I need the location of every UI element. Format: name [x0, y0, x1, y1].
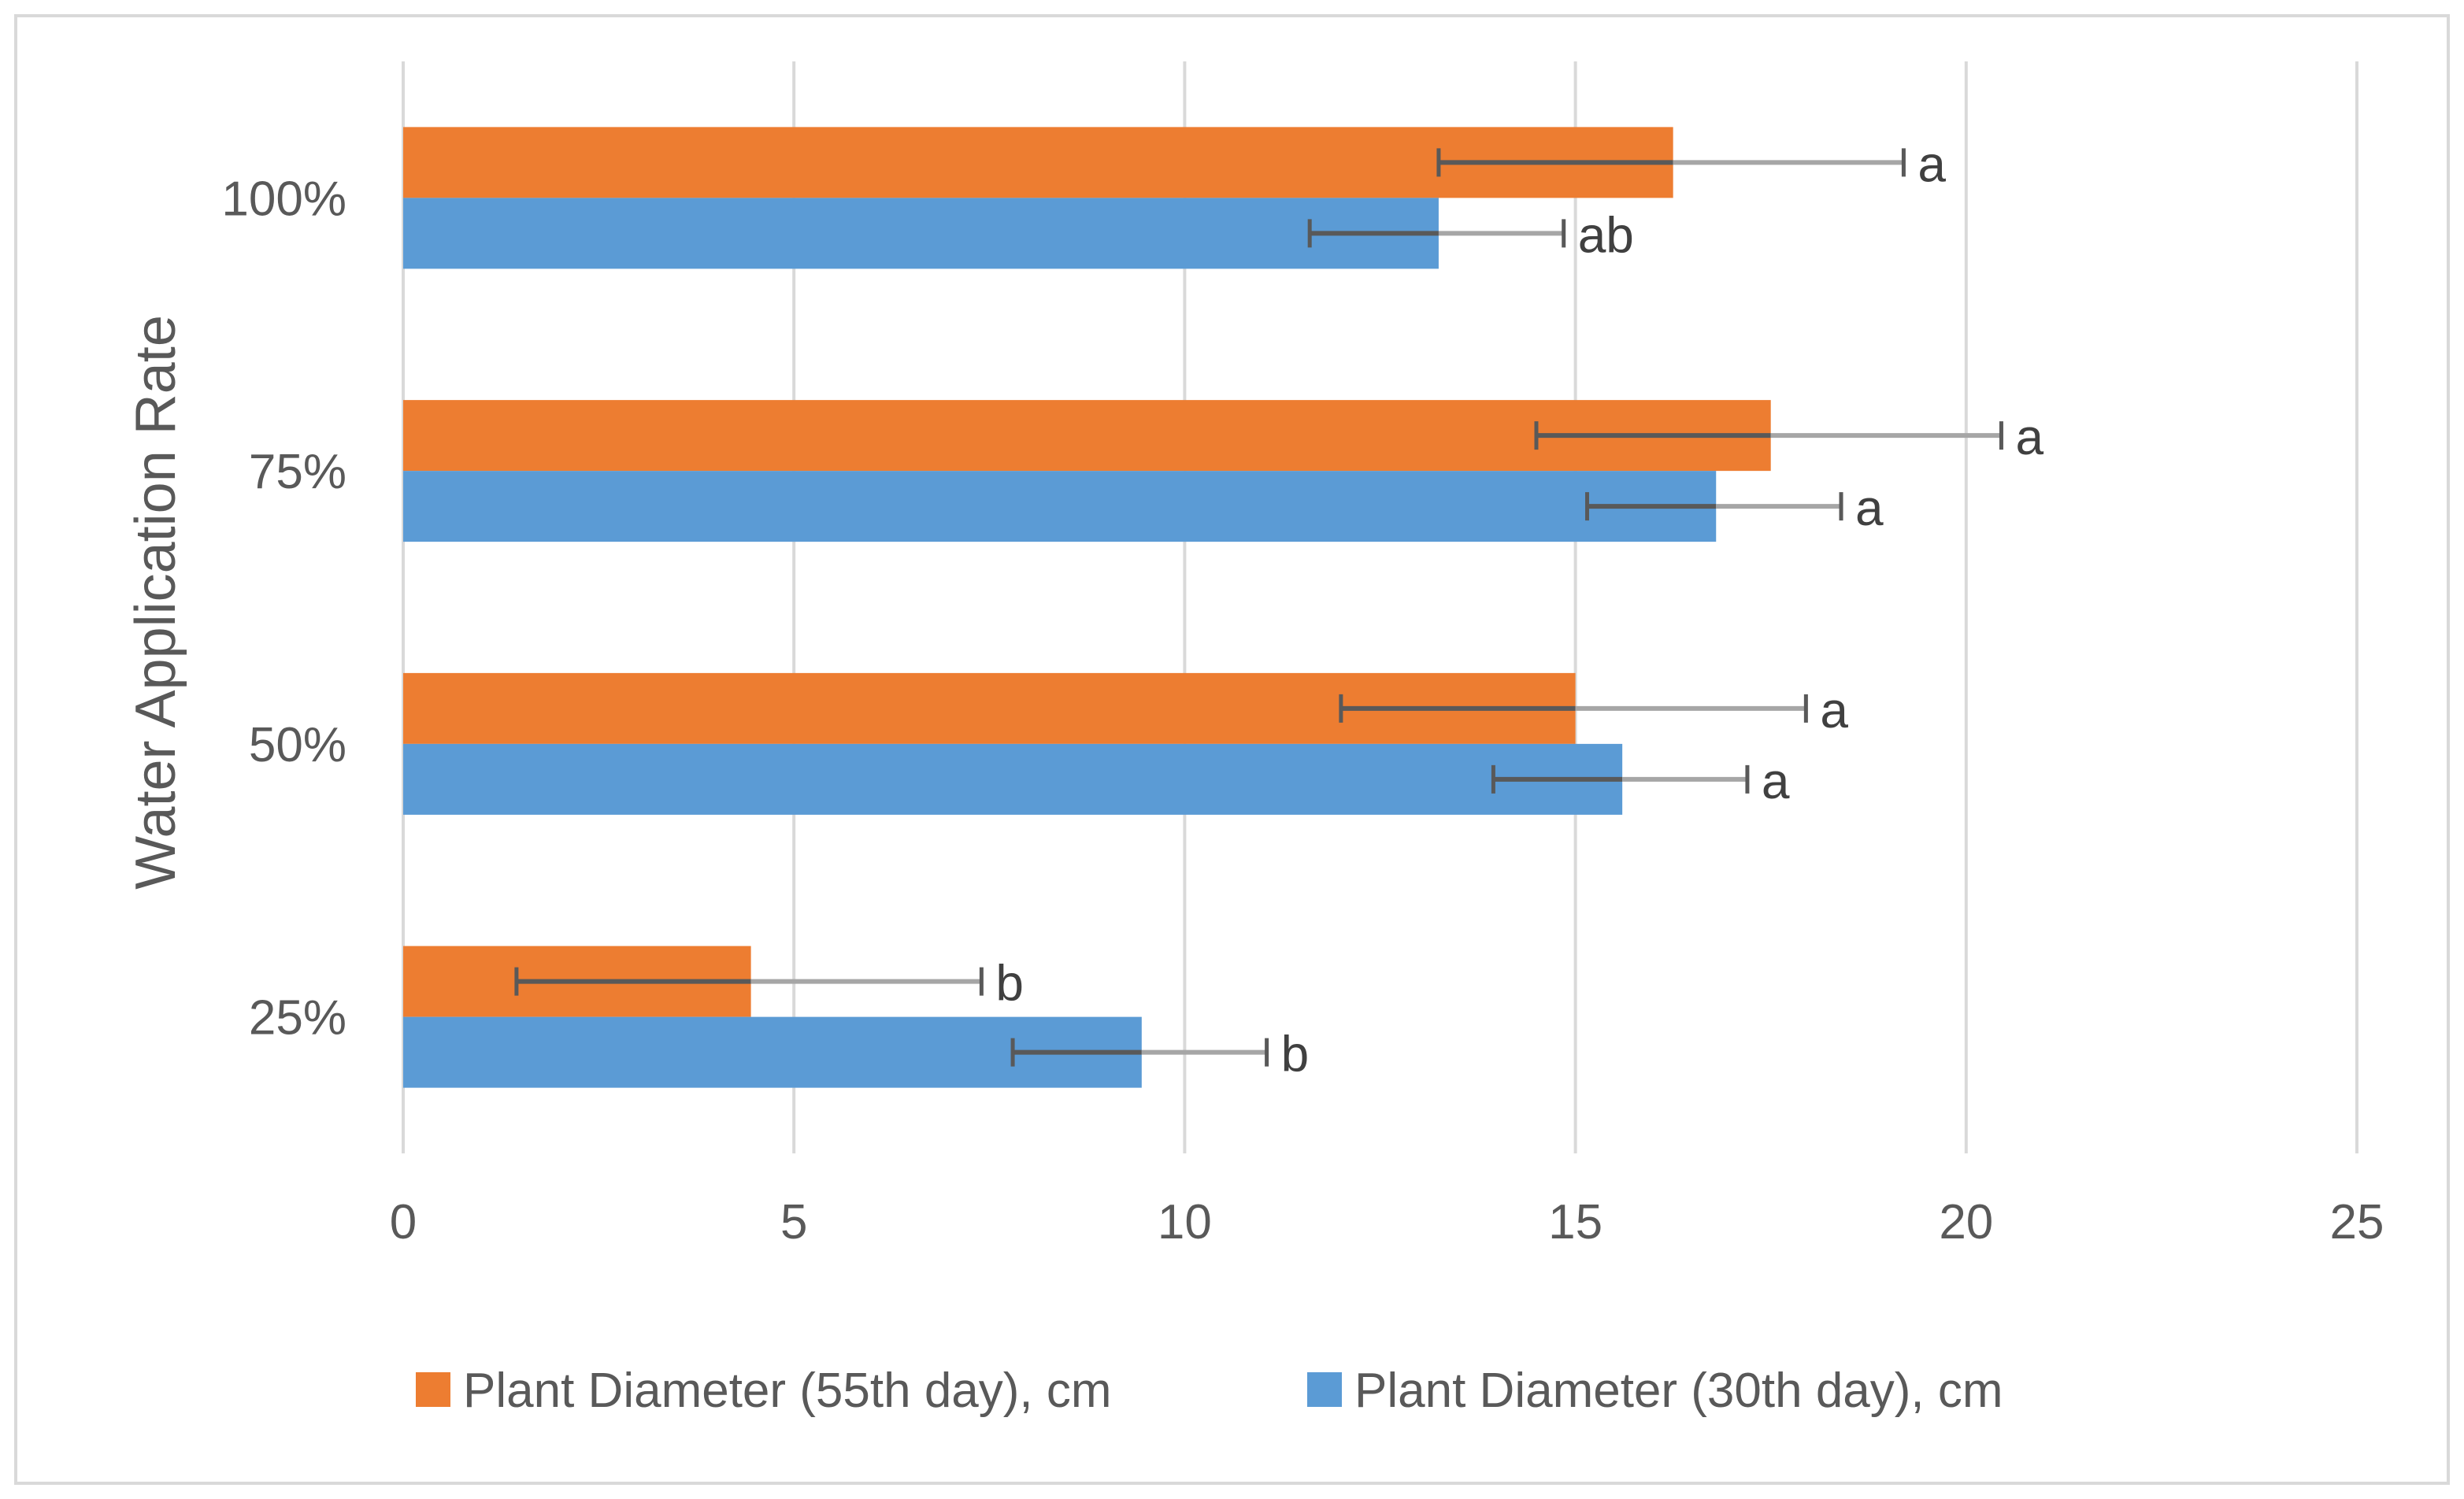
x-tick-label-5: 5: [780, 1195, 807, 1249]
bar-series2-50pct: [403, 743, 1623, 815]
y-category-label-25pct: 25%: [249, 991, 346, 1046]
error-bars: [514, 148, 2003, 1067]
y-category-label-75pct: 75%: [249, 445, 346, 499]
y-axis-category-labels: 25% 50% 75% 100%: [221, 172, 346, 1045]
legend-label: Plant Diameter (55th day), cm: [463, 1364, 1112, 1418]
error-bar-series1-75pct: [1534, 421, 2003, 450]
legend: Plant Diameter (55th day), cm Plant Diame…: [416, 1364, 2003, 1418]
y-category-label-100pct: 100%: [221, 172, 346, 226]
y-axis-title: Water Application Rate: [124, 315, 187, 890]
error-bar-series2-50pct: [1491, 764, 1750, 794]
significance-label-series2-50pct: a: [1762, 753, 1790, 809]
error-bar-series1-100pct: [1436, 148, 1906, 177]
significance-label-series1-50pct: a: [1820, 682, 1848, 738]
y-category-label-50pct: 50%: [249, 718, 346, 772]
error-bar-series2-75pct: [1584, 492, 1843, 521]
error-bar-series1-25pct: [514, 967, 984, 996]
significance-label-series2-100pct: ab: [1578, 206, 1634, 263]
x-tick-label-0: 0: [390, 1195, 417, 1249]
significance-label-series1-100pct: a: [1917, 135, 1946, 192]
significance-label-series1-25pct: b: [995, 955, 1024, 1012]
legend-swatch: [1307, 1372, 1342, 1407]
significance-label-series2-75pct: a: [1855, 479, 1884, 536]
legend-item-series2: Plant Diameter (30th day), cm: [1307, 1364, 2003, 1418]
x-tick-label-25: 25: [2330, 1195, 2384, 1249]
x-axis-tick-labels: 0 5 10 15 20 25: [390, 1195, 2384, 1249]
bar-series2-75pct: [403, 471, 1717, 542]
error-bar-series2-100pct: [1307, 219, 1566, 248]
x-tick-label-15: 15: [1548, 1195, 1603, 1249]
legend-item-series1: Plant Diameter (55th day), cm: [416, 1364, 1112, 1418]
error-bar-series1-50pct: [1339, 694, 1808, 723]
error-bar-series2-25pct: [1010, 1038, 1269, 1067]
legend-label: Plant Diameter (30th day), cm: [1354, 1364, 2003, 1418]
x-tick-label-20: 20: [1939, 1195, 1993, 1249]
legend-swatch: [416, 1372, 450, 1407]
x-tick-label-10: 10: [1158, 1195, 1212, 1249]
significance-label-series1-75pct: a: [2015, 409, 2043, 465]
bar-series2-100pct: [403, 198, 1439, 269]
significance-label-series2-25pct: b: [1281, 1026, 1310, 1083]
bars: [403, 127, 1771, 1088]
